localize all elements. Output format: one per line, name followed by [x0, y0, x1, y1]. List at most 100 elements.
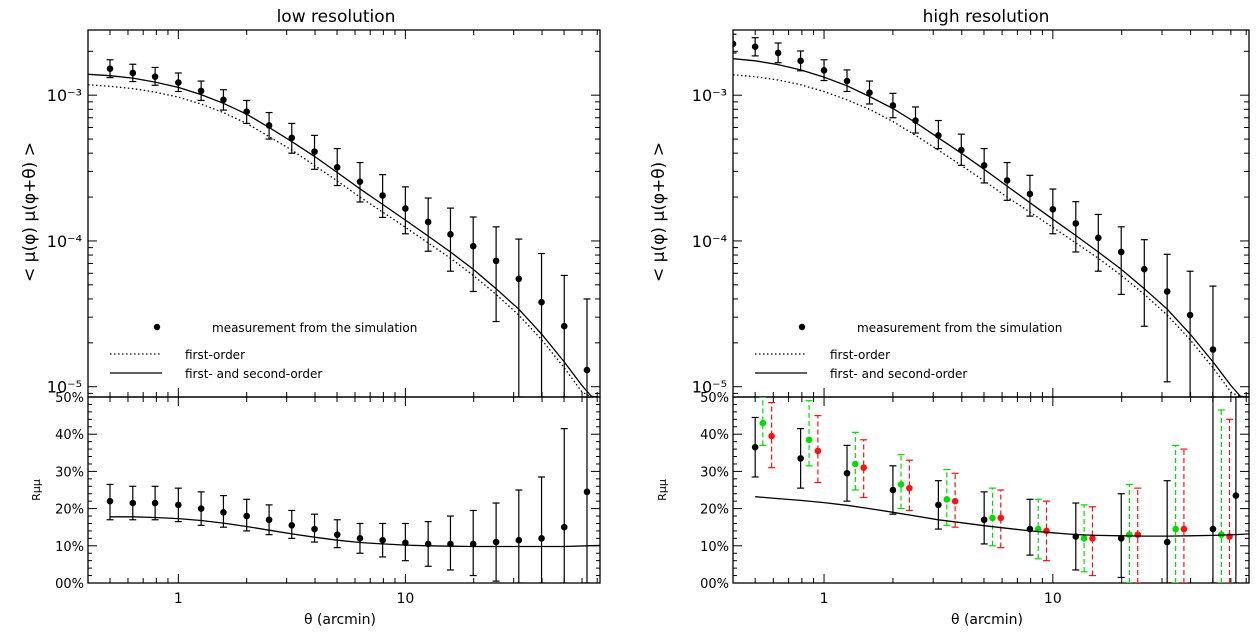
data-point: [805, 436, 813, 444]
y-tick-label: 10⁻³: [692, 86, 727, 105]
data-point: [515, 275, 523, 283]
high-resolution-title: high resolution: [923, 7, 1050, 27]
legend-label: measurement from the simulation: [212, 321, 417, 335]
x-tick-label: 1: [174, 591, 183, 607]
data-point: [379, 192, 386, 199]
data-point: [897, 481, 905, 488]
data-point: [379, 536, 386, 544]
axes-frame: [87, 396, 601, 584]
data-point: [106, 65, 114, 72]
data-point: [759, 419, 767, 427]
y-tick-label: 20%: [700, 503, 729, 518]
series-group: [751, 397, 1249, 583]
data-point: [797, 57, 804, 65]
first-and-second-order-line: [733, 58, 1248, 397]
data-point: [151, 499, 159, 507]
panel-0: 10⁻⁵ 10⁻⁴ 10⁻³ measurement from the simulat…: [47, 29, 601, 398]
data-point: [288, 522, 296, 529]
legend-point-marker: [798, 323, 806, 331]
series-group: [88, 59, 599, 397]
data-point: [1186, 311, 1194, 319]
ylabel-bottom-right: Rμμ: [656, 479, 669, 501]
data-point: [402, 205, 409, 212]
ylabel-top-right: < μ(φ) μ(φ+θ) >: [649, 142, 669, 282]
plot-area: 10⁻⁵ 10⁻⁴ 10⁻³ measurement from the simulat…: [47, 29, 1250, 607]
data-point: [1080, 535, 1088, 542]
data-point: [492, 538, 500, 546]
data-point: [997, 514, 1005, 522]
series-group: [106, 397, 600, 583]
data-point: [106, 497, 114, 505]
data-point: [1043, 527, 1050, 535]
data-point: [538, 535, 545, 542]
y-tick-label: 10⁻⁴: [47, 232, 82, 251]
y-tick-label: 10%: [700, 540, 729, 555]
data-point: [175, 79, 182, 86]
y-tick-label: 10⁻⁵: [47, 378, 82, 397]
data-point: [129, 499, 137, 507]
data-point: [1209, 346, 1217, 353]
data-point: [424, 218, 432, 226]
data-point: [538, 298, 545, 306]
data-point: [860, 464, 867, 471]
panel-2: 10⁻⁵ 10⁻⁴ 10⁻³ measurement from the simulat…: [692, 29, 1250, 398]
data-point: [751, 43, 759, 51]
data-point: [951, 497, 959, 505]
data-point: [1163, 538, 1171, 546]
data-point: [889, 486, 897, 494]
data-point: [843, 77, 851, 85]
ylabel-top-left: < μ(φ) μ(φ+θ) >: [20, 142, 40, 282]
data-point: [980, 162, 988, 169]
legend-point-marker: [153, 323, 161, 331]
y-tick-label: 00%: [700, 577, 729, 592]
data-point: [1209, 525, 1217, 533]
data-point: [1180, 525, 1188, 533]
low-resolution-title: low resolution: [277, 7, 396, 27]
first-order-line: [88, 84, 598, 397]
first-and-second-order-line: [110, 516, 600, 548]
data-point: [1117, 248, 1125, 256]
data-point: [288, 134, 296, 142]
y-tick-label: 50%: [700, 391, 729, 406]
data-point: [866, 89, 873, 96]
data-point: [943, 496, 951, 503]
data-point: [1172, 525, 1179, 533]
data-point: [129, 69, 137, 77]
y-tick-label: 00%: [55, 577, 84, 592]
data-point: [1094, 234, 1102, 242]
x-tick-label: 1: [820, 591, 829, 607]
data-point: [197, 87, 205, 95]
data-point: [243, 512, 250, 520]
y-tick-label: 10%: [55, 540, 84, 555]
data-point: [774, 49, 782, 57]
y-tick-label: 10⁻⁵: [692, 378, 727, 397]
data-point: [1134, 531, 1142, 538]
data-point: [906, 484, 913, 492]
data-point: [1117, 535, 1125, 542]
legend-label: first-order: [830, 348, 890, 362]
ylabel-bottom-left: Rμμ: [30, 479, 43, 501]
data-point: [1034, 525, 1042, 533]
axes-frame: [732, 396, 1250, 584]
data-point: [1072, 220, 1080, 227]
x-tick-label: 10: [1044, 591, 1062, 607]
panel-1: 1 10 00% 10% 20% 30% 40% 50%: [55, 391, 601, 607]
data-point: [1089, 535, 1096, 542]
data-point: [1126, 531, 1133, 538]
y-tick-label: 30%: [700, 465, 729, 480]
x-tick-label: 10: [396, 591, 414, 607]
first-and-second-order-line: [88, 73, 599, 397]
y-tick-label: 40%: [700, 428, 729, 443]
data-point: [311, 525, 318, 533]
y-tick-label: 20%: [55, 503, 84, 518]
data-point: [1232, 492, 1240, 499]
data-point: [820, 67, 828, 74]
data-point: [220, 509, 227, 516]
xlabel-left: θ (arcmin): [304, 612, 376, 628]
data-point: [515, 536, 523, 544]
y-tick-label: 50%: [55, 391, 84, 406]
data-point: [560, 322, 568, 330]
data-point: [469, 242, 477, 250]
data-point: [733, 40, 737, 48]
